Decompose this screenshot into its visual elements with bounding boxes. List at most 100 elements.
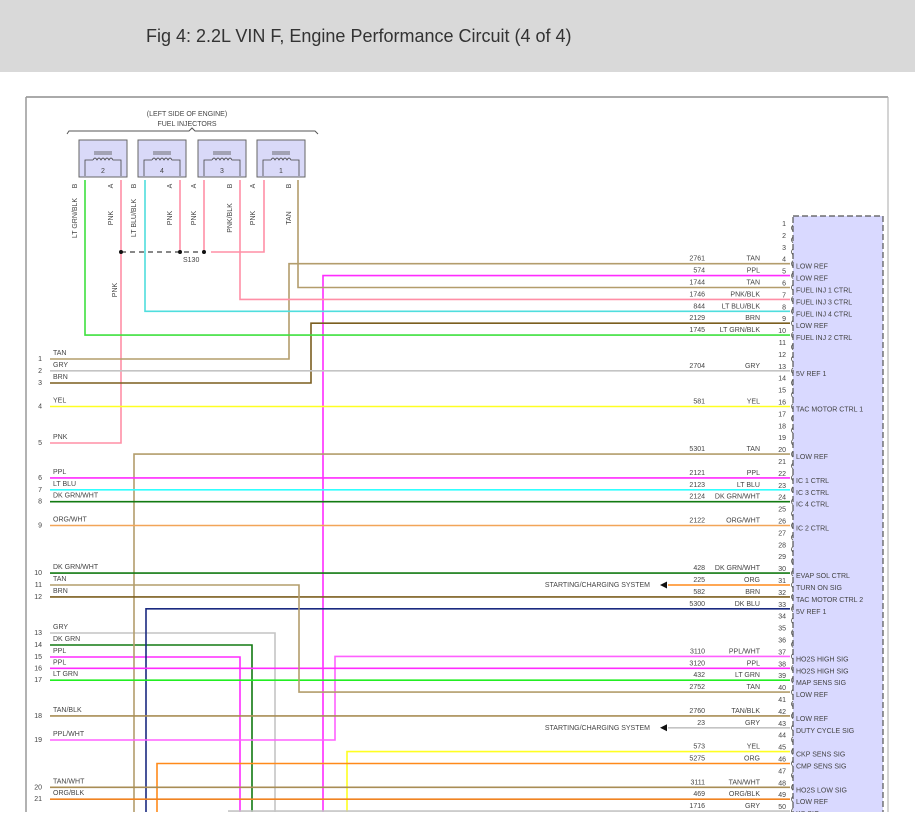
pin-terminal-icon [791,593,794,601]
injector-pin-letter: B [72,183,79,188]
injector-number: 1 [279,168,283,175]
pin-number: 38 [778,661,786,668]
circuit-number: 225 [693,577,705,584]
pin-function: LOW REF [796,692,828,699]
pin-terminal-icon [791,308,794,315]
injector-pin-letter: A [108,183,115,188]
wire-color-label: ORG [744,756,760,763]
pin-terminal-icon [791,355,794,363]
pin-terminal-icon [791,617,794,624]
ecm-pin-25: 25 [778,507,794,517]
pin-terminal-icon [791,700,794,708]
ecm-pin-27: 27 [778,530,794,541]
ecm-pin-33: 33 5300 DK BLU 5V REF 1 [689,601,826,616]
injector-location-label: (LEFT SIDE OF ENGINE) [147,111,227,118]
pin-terminal-icon [791,284,794,291]
wire-color-label: TAN [747,446,760,453]
left-wire-color: YEL [53,398,66,405]
ecm-pin-30: 30 428 DK GRN/WHT EVAP SOL CTRL [693,565,850,580]
arrow-left-icon [660,724,667,732]
ecm-pin-2: 2 [782,233,794,244]
pin-function: HO2S LOW SIG [796,787,847,794]
left-wire-color: PPL [53,469,66,476]
left-pin-number: 9 [38,523,42,530]
left-wire-color: GRY [53,362,68,369]
pin-terminal-icon [791,712,794,720]
injector-pin-letter: B [227,183,234,188]
ecm-pin-16: 16 581 YEL TAC MOTOR CTRL 1 [693,399,863,414]
ecm-pin-24: 24 2124 DK GRN/WHT IC 4 CTRL [689,494,829,509]
pin-terminal-icon [791,688,794,696]
ecm-pin-11: 11 [779,340,794,351]
left-pin-number: 18 [34,713,42,720]
pin-function: HO2S HIGH SIG [796,656,849,663]
pin-function: LOW REF [796,276,828,283]
pin-number: 22 [778,471,786,478]
splice-wire-color: PNK [112,282,119,297]
wire-color-label: TAN [747,684,760,691]
wire-color-label: TAN [747,256,760,263]
pin-number: 16 [778,400,786,407]
left-pin-number: 13 [34,630,42,637]
pin-function: FUEL INJ 2 CTRL [796,335,852,342]
wire-color-label: LT BLU [737,482,760,489]
pin-function: LOW REF [796,323,828,330]
pin-terminal-icon [791,760,794,767]
pin-function: KS SIG [796,811,819,818]
pin-number: 6 [782,281,786,288]
pin-function: TAC MOTOR CTRL 2 [796,597,863,604]
pin-number: 49 [778,792,786,799]
injector-pin-letter: B [286,183,293,188]
ecm-pin-45: 45 573 YEL CKP SENS SIG [693,744,845,759]
wire-color-label: PNK/BLK [730,291,760,298]
pin-number: 47 [778,768,786,775]
left-pin-number: 19 [34,737,42,744]
pin-function: IC 4 CTRL [796,502,829,509]
diagram-content: (LEFT SIDE OF ENGINE) FUEL INJECTORS 2 B LT … [25,96,889,818]
pin-terminal-icon [791,498,794,505]
pin-terminal-icon [791,676,794,684]
pin-number: 28 [778,542,786,549]
circuit-number: 1716 [689,803,705,810]
pin-number: 11 [779,340,786,347]
ecm-pin-42: 42 2760 TAN/BLK LOW REF [689,708,827,723]
ecm-pin-32: 32 582 BRN TAC MOTOR CTRL 2 [693,589,863,604]
left-wire-color: BRN [53,374,68,381]
pin-terminal-icon [791,486,794,494]
circuit-number: 1744 [689,280,705,287]
left-wire-color: DK GRN/WHT [53,493,99,500]
left-wire-color: PPL [53,648,66,655]
pin-terminal-icon [791,581,794,589]
injector-number: 4 [160,168,164,175]
ecm-pin-39: 39 432 LT GRN MAP SENS SIG [693,672,846,687]
injector-wire-color: PNK [167,210,174,225]
pin-terminal-icon [791,641,794,648]
pin-number: 37 [778,649,786,656]
pin-function: FUEL INJ 4 CTRL [796,311,852,318]
fuel-injector-3: 3 A PNK B PNK/BLK [191,139,247,233]
wire-pnk-inj1 [211,180,265,253]
circuit-number: 5301 [689,446,705,453]
pin-number: 13 [778,364,786,371]
circuit-number: 2124 [689,494,705,501]
ecm-pin-41: 41 [778,697,794,708]
pin-number: 4 [782,257,786,264]
pin-number: 41 [778,697,786,704]
circuit-number: 23 [697,720,705,727]
ecm-pin-13: 13 2704 GRY 5V REF 1 [689,363,826,378]
pin-number: 5 [782,269,786,276]
wire-circuit-1744 [297,180,790,289]
ecm-pin-18: 18 [778,423,794,434]
ecm-pin-20: 20 5301 TAN LOW REF [689,446,827,461]
wire-color-label: ORG/WHT [726,518,761,525]
left-wire-color: TAN/WHT [53,778,85,785]
wire-color-label: PPL/WHT [729,648,761,655]
pin-number: 7 [782,292,786,299]
pin-terminal-icon [791,236,794,244]
wire-color-label: GRY [745,720,760,727]
wire-circuit-3110 [50,655,790,741]
pin-terminal-icon [791,462,794,470]
left-wire-color: ORG/BLK [53,790,84,797]
circuit-number: 3110 [690,648,705,655]
wire-circuit-1746 [239,180,790,301]
